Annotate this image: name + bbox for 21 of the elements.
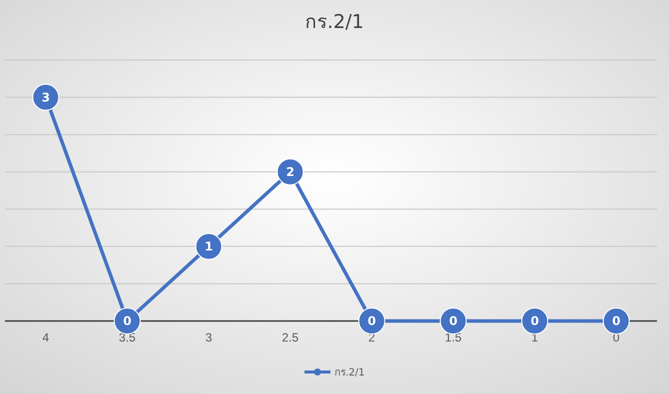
- chart-title: กร.2/1: [305, 11, 364, 33]
- x-tick-label: 3: [205, 330, 212, 345]
- point: [195, 232, 222, 260]
- point: [358, 308, 386, 334]
- point: [32, 84, 60, 111]
- legend-label: กร.2/1: [334, 368, 365, 378]
- data-label: 2: [286, 165, 294, 180]
- data-label: 3: [42, 90, 50, 104]
- x-tick-label: 4: [42, 330, 50, 345]
- x-tick-label: 2.5: [282, 330, 299, 345]
- x-tick-label: 3.5: [118, 330, 136, 345]
- data-label: 0: [123, 314, 132, 328]
- data-label: 0: [449, 314, 458, 328]
- data-label: 0: [612, 314, 620, 328]
- data-label: 0: [530, 314, 539, 328]
- point: [602, 308, 630, 334]
- x-tick-label: 1.5: [444, 330, 462, 345]
- data-label: 1: [204, 240, 213, 254]
- point: [276, 158, 304, 186]
- point: [521, 308, 548, 334]
- data-label: 0: [368, 314, 376, 328]
